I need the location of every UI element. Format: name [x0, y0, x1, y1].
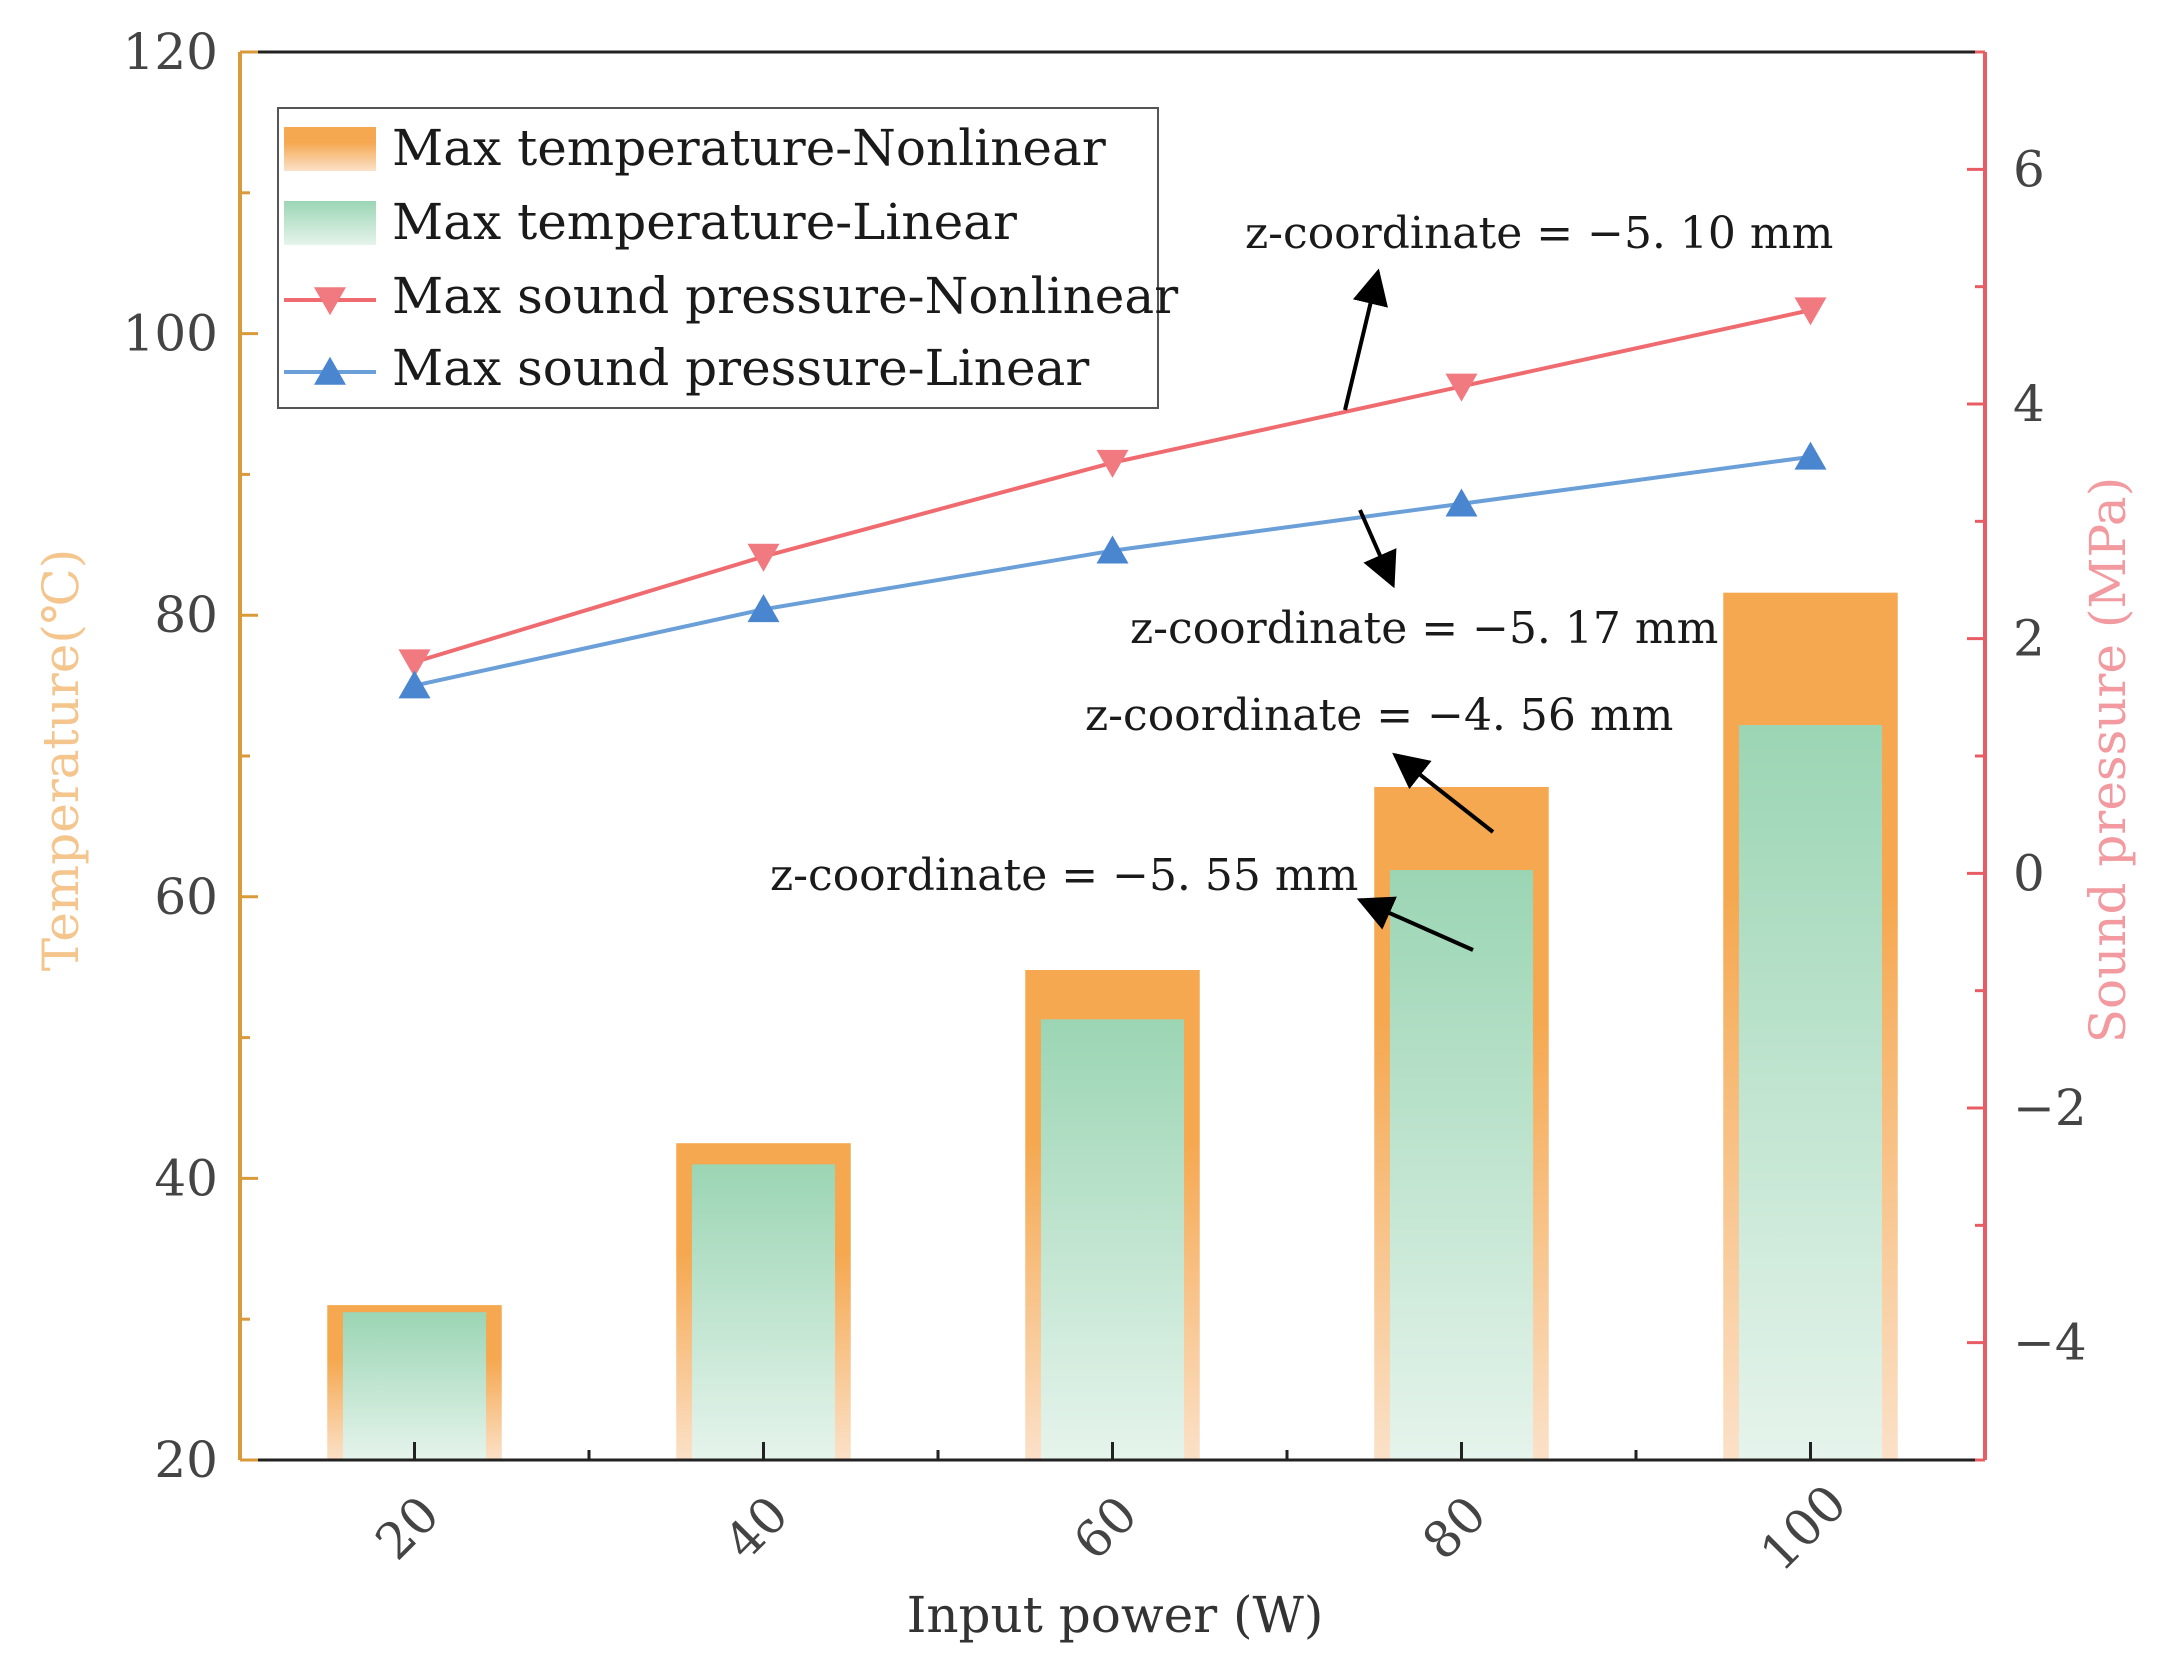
- legend-marker-max-sound-pressure-linear: [314, 356, 346, 385]
- y2-tick-label-4: 4: [2013, 375, 2045, 433]
- legend-label-max-sound-pressure-nonlinear: Max sound pressure-Nonlinear: [392, 267, 1178, 325]
- y-axis-title: Temperature(℃): [32, 549, 90, 972]
- legend: Max temperature-Nonlinear Max temperatur…: [277, 107, 1178, 409]
- point-max-sound-pressure-linear-80: [1445, 488, 1478, 517]
- bar-max-temperature-linear-40: [691, 1164, 836, 1460]
- y2-tick-label-0: 0: [2013, 844, 2045, 902]
- x-axis-title: Input power (W): [907, 1586, 1324, 1644]
- x-tick-label-80: 80: [1411, 1485, 1497, 1571]
- point-max-sound-pressure-nonlinear-60: [1096, 449, 1129, 478]
- y2-tick-label-2: −2: [2013, 1079, 2087, 1137]
- y2-tick-label-4: −4: [2013, 1314, 2087, 1372]
- bars-group: [327, 592, 1898, 1460]
- annotations-group: [1343, 268, 1495, 952]
- legend-marker-max-sound-pressure-nonlinear: [314, 287, 346, 316]
- legend-frame: [277, 107, 1159, 409]
- arrow-z-coordinate-5-10: [1343, 268, 1388, 411]
- y2-tick-label-2: 2: [2013, 610, 2045, 668]
- arrow-z-coordinate-5-55: [1356, 896, 1474, 952]
- y2-axis-title: Sound pressure (MPa): [2079, 477, 2137, 1043]
- point-max-sound-pressure-linear-100: [1794, 441, 1827, 470]
- legend-label-max-temperature-nonlinear: Max temperature-Nonlinear: [392, 119, 1106, 177]
- point-max-sound-pressure-nonlinear-80: [1445, 373, 1478, 402]
- annotation-z-coordinate-5-55: z-coordinate = −5. 55 mm: [770, 850, 1358, 901]
- x-tick-label-60: 60: [1062, 1485, 1148, 1571]
- bar-max-temperature-linear-20: [342, 1312, 487, 1460]
- legend-swatch-max-temperature-nonlinear: [284, 127, 376, 171]
- bar-max-temperature-linear-60: [1040, 1019, 1185, 1460]
- y-tick-label-120: 120: [123, 23, 218, 81]
- y-tick-label-60: 60: [154, 868, 218, 926]
- point-max-sound-pressure-nonlinear-100: [1794, 297, 1827, 326]
- axes-group: 20 40 60 80 100 120 −4 −2 0 2 4 6 20 40 60 80 100: [123, 23, 2087, 1582]
- x-tick-label-40: 40: [713, 1485, 799, 1571]
- y2-tick-label-6: 6: [2013, 140, 2045, 198]
- arrow-z-coordinate-4-56: [1392, 752, 1495, 834]
- annotation-z-coordinate-5-17: z-coordinate = −5. 17 mm: [1130, 603, 1718, 654]
- bar-max-temperature-linear-80: [1389, 870, 1534, 1460]
- y-tick-label-20: 20: [154, 1431, 218, 1489]
- x-tick-label-100: 100: [1749, 1474, 1857, 1582]
- annotation-z-coordinate-4-56: z-coordinate = −4. 56 mm: [1085, 690, 1673, 741]
- point-max-sound-pressure-nonlinear-40: [747, 543, 780, 572]
- bar-max-temperature-linear-100: [1738, 725, 1883, 1460]
- legend-swatch-max-temperature-linear: [284, 201, 376, 245]
- annotation-z-coordinate-5-10: z-coordinate = −5. 10 mm: [1245, 208, 1833, 259]
- x-tick-label-20: 20: [364, 1485, 450, 1571]
- point-max-sound-pressure-linear-60: [1096, 535, 1129, 564]
- arrow-z-coordinate-5-17: [1358, 509, 1397, 589]
- point-max-sound-pressure-linear-40: [747, 594, 780, 623]
- y-tick-label-80: 80: [154, 586, 218, 644]
- point-max-sound-pressure-nonlinear-20: [398, 649, 431, 678]
- point-max-sound-pressure-linear-20: [398, 670, 431, 699]
- lines-group: [398, 297, 1827, 699]
- legend-label-max-sound-pressure-linear: Max sound pressure-Linear: [392, 339, 1089, 397]
- y-tick-label-40: 40: [154, 1149, 218, 1207]
- y-tick-label-100: 100: [123, 305, 218, 363]
- legend-label-max-temperature-linear: Max temperature-Linear: [392, 193, 1017, 251]
